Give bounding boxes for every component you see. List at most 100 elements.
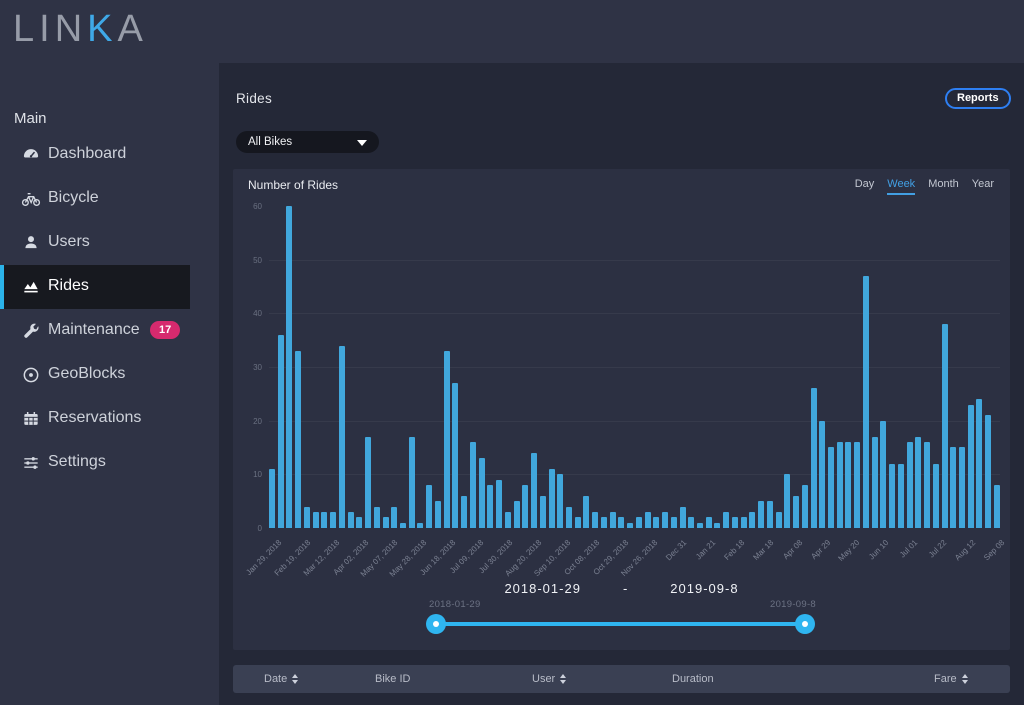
ride-count-bar [976, 399, 983, 528]
ride-count-bar [574, 517, 581, 528]
y-tick-label: 50 [253, 255, 262, 265]
sort-icon [560, 674, 567, 684]
ride-count-bar [618, 517, 625, 528]
ride-count-bar [426, 485, 433, 528]
tab-day[interactable]: Day [854, 178, 875, 190]
gridline [269, 420, 1000, 422]
bicycle-icon [21, 189, 41, 209]
ride-count-bar [600, 517, 607, 528]
sidebar-item-label: Rides [48, 277, 89, 294]
ride-count-bar [609, 512, 616, 528]
ride-count-bar [662, 512, 669, 528]
chart-y-axis: 0 10 20 30 40 50 60 [233, 202, 265, 533]
reports-button[interactable]: Reports [945, 88, 1011, 109]
ride-count-bar [880, 421, 887, 528]
ride-count-bar [897, 464, 904, 528]
ride-count-bar [417, 523, 424, 528]
sort-icon [961, 674, 968, 684]
ride-count-bar [531, 453, 538, 528]
range-separator: - [622, 581, 629, 596]
ride-count-bar [932, 464, 939, 528]
bike-filter-select[interactable]: All Bikes [236, 131, 379, 153]
logo-accent: K [87, 8, 118, 50]
ride-count-bar [548, 469, 555, 528]
ride-count-bar [330, 512, 337, 528]
sidebar-item-label: Users [48, 233, 90, 250]
ride-count-bar [592, 512, 599, 528]
ride-count-bar [312, 512, 319, 528]
ride-count-bar [854, 442, 861, 528]
column-label: Fare [934, 673, 957, 685]
ride-count-bar [434, 501, 441, 528]
range-start-date: 2018-01-29 [504, 581, 581, 596]
ride-count-bar [801, 485, 808, 528]
slider-handle-dot [433, 621, 439, 627]
ride-count-bar [941, 324, 948, 528]
date-range-slider-track[interactable] [436, 622, 805, 626]
maintenance-count-badge: 17 [150, 321, 181, 339]
chart-bars [269, 206, 1000, 528]
slider-handle-end[interactable] [795, 614, 815, 634]
ride-count-bar [766, 501, 773, 528]
ride-count-bar [286, 206, 293, 528]
ride-count-bar [365, 437, 372, 528]
ride-count-bar [644, 512, 651, 528]
ride-count-bar [382, 517, 389, 528]
ride-count-bar [993, 485, 1000, 528]
sidebar-item-users[interactable]: Users [0, 221, 190, 265]
column-header-date[interactable]: Date [264, 665, 299, 693]
sidebar-item-geoblocks[interactable]: GeoBlocks [0, 353, 190, 397]
chart-x-axis: Jan 29, 2018 Feb 19, 2018 Mar 12, 2018 Apr … [244, 532, 1006, 579]
slider-handle-dot [802, 621, 808, 627]
column-header-fare[interactable]: Fare [934, 665, 968, 693]
column-header-bike-id[interactable]: Bike ID [375, 665, 410, 693]
calendar-icon [21, 409, 41, 429]
y-tick-label: 0 [257, 524, 262, 533]
tab-week[interactable]: Week [887, 178, 916, 195]
y-tick-label: 60 [253, 202, 262, 211]
sort-icon [292, 674, 299, 684]
ride-count-bar [810, 388, 817, 528]
ride-count-bar [749, 512, 756, 528]
ride-count-bar [539, 496, 546, 528]
sidebar-item-maintenance[interactable]: Maintenance 17 [0, 309, 190, 353]
date-range-display: 2018-01-29 - 2019-09-8 [233, 581, 1010, 596]
ride-count-bar [373, 507, 380, 528]
column-header-user[interactable]: User [532, 665, 567, 693]
ride-count-bar [819, 421, 826, 528]
ride-count-bar [688, 517, 695, 528]
sidebar-item-reservations[interactable]: Reservations [0, 397, 190, 441]
ride-count-bar [347, 512, 354, 528]
chevron-down-icon [357, 140, 367, 146]
sidebar-item-settings[interactable]: Settings [0, 441, 190, 485]
column-header-duration[interactable]: Duration [672, 665, 714, 693]
chart-title: Number of Rides [248, 178, 339, 192]
ride-count-bar [338, 346, 345, 528]
logo-prefix: LIN [13, 8, 88, 50]
ride-count-bar [723, 512, 730, 528]
ride-count-bar [452, 383, 459, 528]
ride-count-bar [583, 496, 590, 528]
ride-count-bar [356, 517, 363, 528]
tab-year[interactable]: Year [971, 178, 994, 190]
ride-count-bar [906, 442, 913, 528]
sidebar-item-bicycle[interactable]: Bicycle [0, 177, 190, 221]
rides-chart-panel: Number of Rides Day Week Month Year 0 10 2… [233, 169, 1010, 650]
gridline [269, 313, 1000, 315]
sidebar-item-dashboard[interactable]: Dashboard [0, 133, 190, 177]
gridline [269, 259, 1000, 261]
tab-month[interactable]: Month [928, 178, 959, 190]
sidebar-item-label: Reservations [48, 409, 142, 426]
ride-count-bar [400, 523, 407, 528]
ride-count-bar [627, 523, 634, 528]
sidebar-item-label: Maintenance [48, 321, 140, 338]
ride-count-bar [862, 276, 869, 528]
ride-count-bar [653, 517, 660, 528]
column-label: Date [264, 673, 288, 685]
bike-filter-value: All Bikes [248, 136, 293, 148]
sidebar-item-rides[interactable]: Rides [0, 265, 190, 309]
ride-count-bar [845, 442, 852, 528]
rides-table-header: Date Bike ID User Duration Fare [233, 665, 1010, 693]
slider-handle-start[interactable] [426, 614, 446, 634]
ride-count-bar [705, 517, 712, 528]
